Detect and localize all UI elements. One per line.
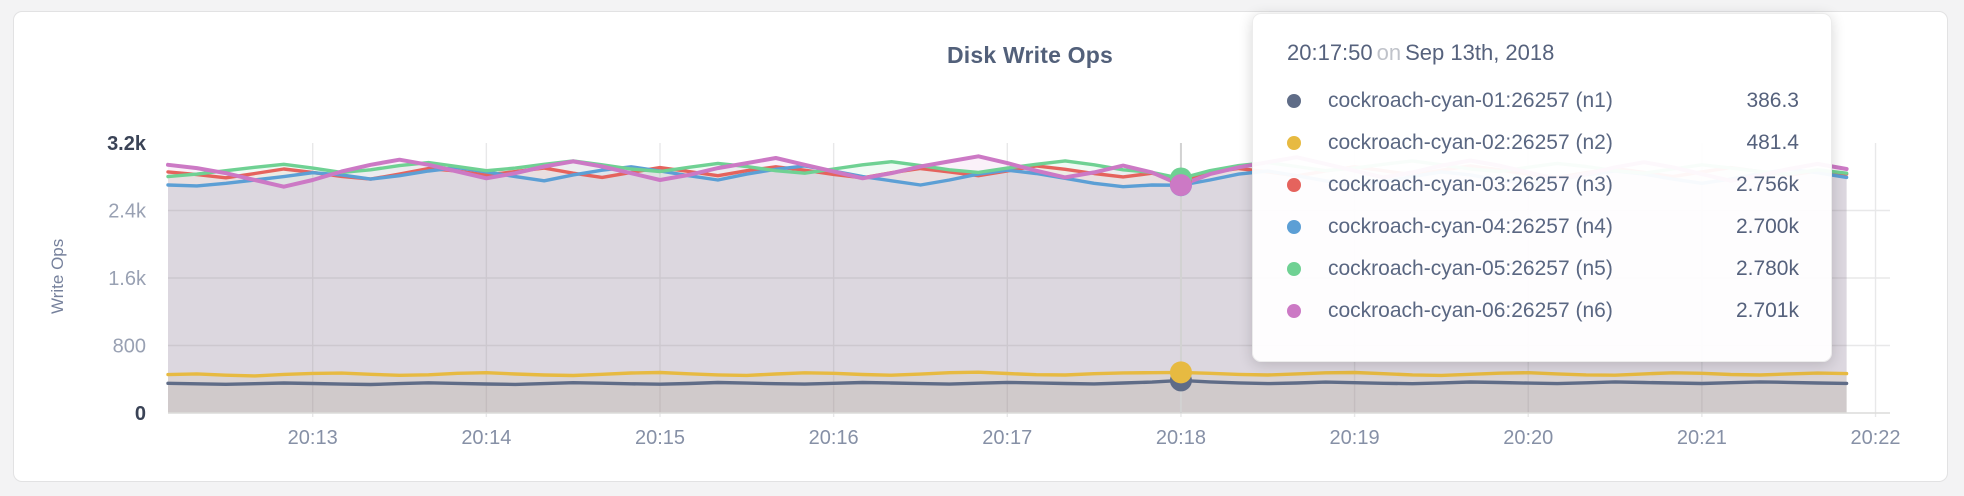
tooltip-time: 20:17:50: [1287, 40, 1373, 65]
tooltip-date: Sep 13th, 2018: [1405, 40, 1555, 65]
x-tick-label: 20:15: [635, 427, 685, 449]
x-tick-label: 20:20: [1503, 427, 1553, 449]
x-tick-label: 20:18: [1156, 427, 1206, 449]
x-tick-label: 20:19: [1330, 427, 1380, 449]
x-tick-label: 20:13: [288, 427, 338, 449]
legend-series-name: cockroach-cyan-02:26257 (n2): [1328, 131, 1613, 154]
series-dot-icon: [1287, 220, 1301, 234]
chart-title: Disk Write Ops: [947, 42, 1113, 68]
series-dot-icon: [1287, 136, 1301, 150]
series-line-n2: [166, 370, 1849, 378]
x-tick-label: 20:14: [461, 427, 511, 449]
legend-row: cockroach-cyan-05:26257 (n5) 2.780k: [1287, 248, 1799, 290]
y-tick-label: 2.4k: [108, 201, 147, 223]
legend-row: cockroach-cyan-01:26257 (n1) 386.3: [1287, 80, 1799, 122]
x-tick-label: 20:17: [982, 427, 1032, 449]
series-dot-icon: [1287, 262, 1301, 276]
legend-row: cockroach-cyan-02:26257 (n2) 481.4: [1287, 122, 1799, 164]
legend-row: cockroach-cyan-04:26257 (n4) 2.700k: [1287, 206, 1799, 248]
legend-row: cockroach-cyan-03:26257 (n3) 2.756k: [1287, 164, 1799, 206]
legend-series-value: 386.3: [1746, 89, 1799, 112]
legend-series-name: cockroach-cyan-06:26257 (n6): [1328, 299, 1613, 322]
series-dot-icon: [1287, 304, 1301, 318]
series-dot-icon: [1287, 94, 1301, 108]
x-tick-label: 20:22: [1850, 427, 1900, 449]
legend-series-name: cockroach-cyan-04:26257 (n4): [1328, 215, 1613, 238]
legend-series-value: 2.780k: [1735, 257, 1799, 280]
legend-series-value: 2.701k: [1735, 299, 1799, 322]
x-tick-label: 20:16: [809, 427, 859, 449]
hover-tooltip: 20:17:50 on Sep 13th, 2018 cockroach-cyan-…: [1252, 13, 1832, 362]
x-tick-label: 20:21: [1677, 427, 1727, 449]
y-tick-label: 800: [113, 336, 146, 358]
tooltip-on-word: on: [1376, 40, 1402, 65]
legend-row: cockroach-cyan-06:26257 (n6) 2.701k: [1287, 290, 1799, 332]
series-line-n1: [166, 378, 1849, 387]
hover-dot-n6: [1169, 174, 1192, 197]
legend-series-name: cockroach-cyan-03:26257 (n3): [1328, 173, 1613, 196]
series-dot-icon: [1287, 178, 1301, 192]
y-tick-label: 3.2k: [107, 133, 147, 155]
legend-series-name: cockroach-cyan-01:26257 (n1): [1328, 89, 1613, 112]
series-area-n1: [168, 380, 1847, 413]
hover-dot-n2: [1169, 361, 1192, 384]
y-tick-label: 0: [135, 403, 146, 425]
legend-series-value: 2.756k: [1735, 173, 1799, 196]
legend-series-name: cockroach-cyan-05:26257 (n5): [1328, 257, 1613, 280]
y-tick-label: 1.6k: [108, 268, 147, 290]
tooltip-header: 20:17:50 on Sep 13th, 2018: [1287, 40, 1799, 66]
legend-series-value: 2.700k: [1735, 215, 1799, 238]
legend-series-value: 481.4: [1746, 131, 1799, 154]
tooltip-rows: cockroach-cyan-01:26257 (n1) 386.3 cockroa…: [1287, 80, 1799, 332]
